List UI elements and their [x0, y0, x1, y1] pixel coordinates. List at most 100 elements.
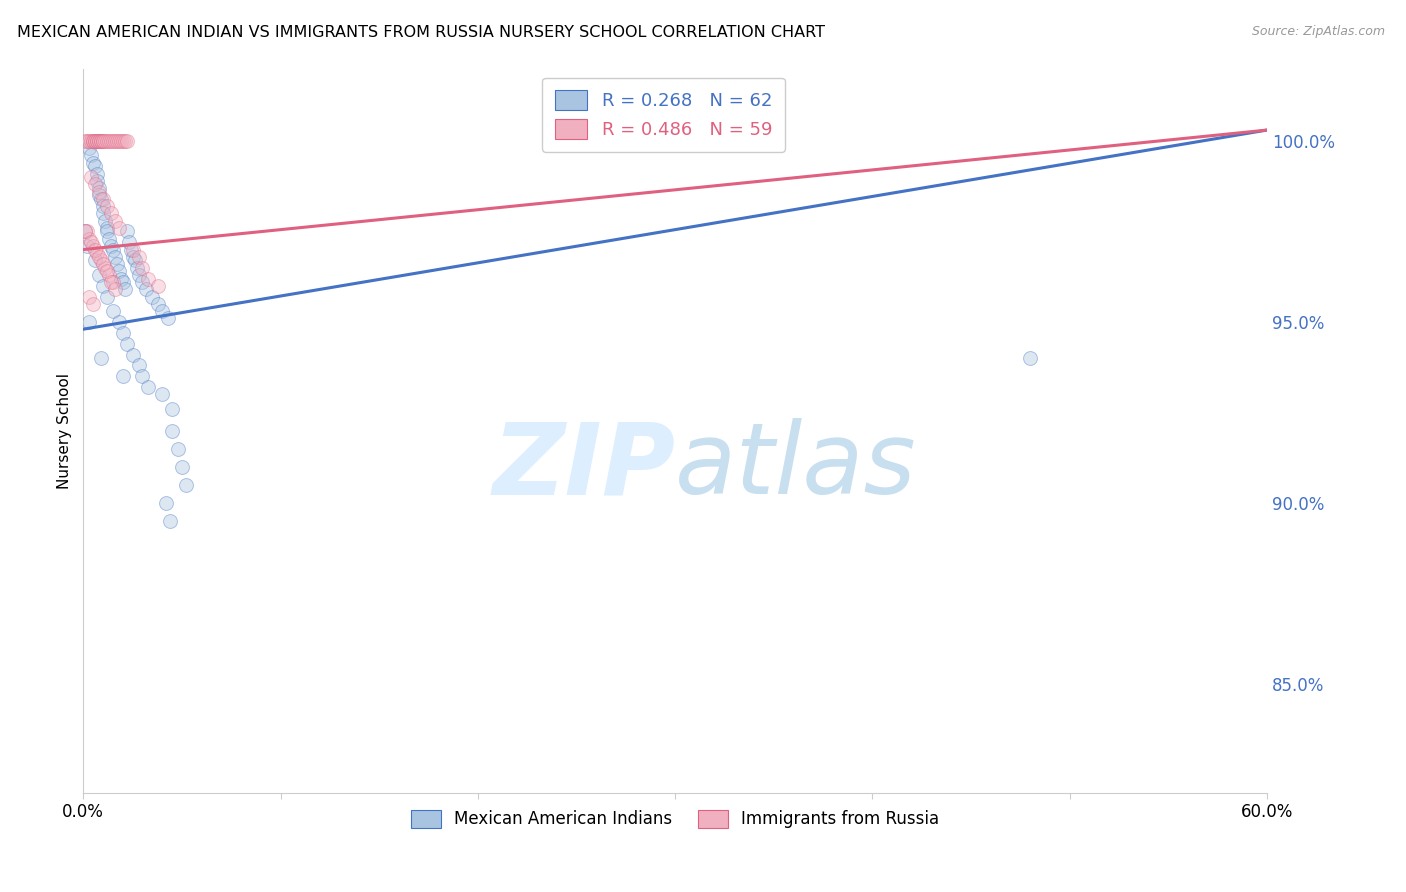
- Point: [128, 268, 150, 282]
- Point: [94, 260, 117, 275]
- Point: [82, 297, 104, 311]
- Point: [84, 159, 107, 173]
- Point: [91, 134, 114, 148]
- Point: [87, 268, 110, 282]
- Point: [107, 315, 129, 329]
- Point: [110, 271, 132, 285]
- Point: [96, 264, 118, 278]
- Point: [75, 224, 97, 238]
- Text: atlas: atlas: [675, 418, 917, 516]
- Point: [91, 199, 114, 213]
- Point: [86, 134, 108, 148]
- Point: [91, 257, 114, 271]
- Point: [118, 235, 141, 250]
- Point: [105, 257, 128, 271]
- Point: [138, 271, 160, 285]
- Point: [86, 246, 108, 260]
- Point: [87, 181, 110, 195]
- Point: [104, 282, 127, 296]
- Point: [77, 232, 100, 246]
- Point: [97, 268, 120, 282]
- Point: [111, 326, 134, 340]
- Point: [77, 315, 100, 329]
- Text: MEXICAN AMERICAN INDIAN VS IMMIGRANTS FROM RUSSIA NURSERY SCHOOL CORRELATION CHA: MEXICAN AMERICAN INDIAN VS IMMIGRANTS FR…: [17, 25, 825, 40]
- Legend: Mexican American Indians, Immigrants from Russia: Mexican American Indians, Immigrants fro…: [405, 803, 946, 835]
- Point: [90, 134, 112, 148]
- Point: [107, 134, 129, 148]
- Text: Source: ZipAtlas.com: Source: ZipAtlas.com: [1251, 25, 1385, 38]
- Point: [114, 282, 136, 296]
- Point: [84, 134, 107, 148]
- Point: [94, 213, 117, 227]
- Point: [86, 167, 108, 181]
- Point: [87, 134, 110, 148]
- Point: [90, 253, 112, 268]
- Point: [96, 290, 118, 304]
- Point: [131, 369, 153, 384]
- Point: [91, 192, 114, 206]
- Point: [101, 134, 124, 148]
- Point: [77, 134, 100, 148]
- Point: [121, 347, 143, 361]
- Point: [121, 243, 143, 257]
- Point: [170, 459, 193, 474]
- Point: [121, 250, 143, 264]
- Point: [82, 134, 104, 148]
- Point: [97, 134, 120, 148]
- Point: [82, 239, 104, 253]
- Point: [86, 174, 108, 188]
- Point: [91, 206, 114, 220]
- Y-axis label: Nursery School: Nursery School: [58, 373, 72, 489]
- Point: [104, 250, 127, 264]
- Point: [157, 311, 180, 326]
- Point: [76, 224, 98, 238]
- Point: [90, 134, 112, 148]
- Point: [80, 170, 103, 185]
- Point: [115, 134, 138, 148]
- Point: [76, 239, 98, 253]
- Point: [100, 134, 122, 148]
- Point: [75, 224, 97, 238]
- Point: [141, 290, 163, 304]
- Point: [75, 134, 97, 148]
- Point: [135, 282, 157, 296]
- Point: [80, 134, 103, 148]
- Point: [76, 134, 98, 148]
- Point: [148, 297, 170, 311]
- Point: [90, 192, 112, 206]
- Point: [87, 188, 110, 202]
- Point: [100, 275, 122, 289]
- Point: [84, 178, 107, 192]
- Point: [150, 387, 173, 401]
- Point: [96, 134, 118, 148]
- Point: [104, 134, 127, 148]
- Point: [148, 278, 170, 293]
- Point: [131, 260, 153, 275]
- Point: [125, 260, 148, 275]
- Point: [174, 478, 197, 492]
- Point: [150, 304, 173, 318]
- Point: [110, 134, 132, 148]
- Point: [111, 275, 134, 289]
- Point: [155, 496, 177, 510]
- Point: [87, 250, 110, 264]
- Point: [105, 134, 128, 148]
- Point: [120, 243, 142, 257]
- Point: [94, 134, 117, 148]
- Point: [124, 253, 146, 268]
- Point: [90, 351, 112, 366]
- Point: [115, 336, 138, 351]
- Point: [84, 134, 107, 148]
- Point: [111, 369, 134, 384]
- Point: [167, 442, 190, 456]
- Point: [101, 304, 124, 318]
- Point: [128, 359, 150, 373]
- Point: [80, 235, 103, 250]
- Point: [138, 380, 160, 394]
- Point: [84, 253, 107, 268]
- Point: [100, 239, 122, 253]
- Point: [101, 275, 124, 289]
- Point: [87, 134, 110, 148]
- Point: [96, 224, 118, 238]
- Point: [128, 250, 150, 264]
